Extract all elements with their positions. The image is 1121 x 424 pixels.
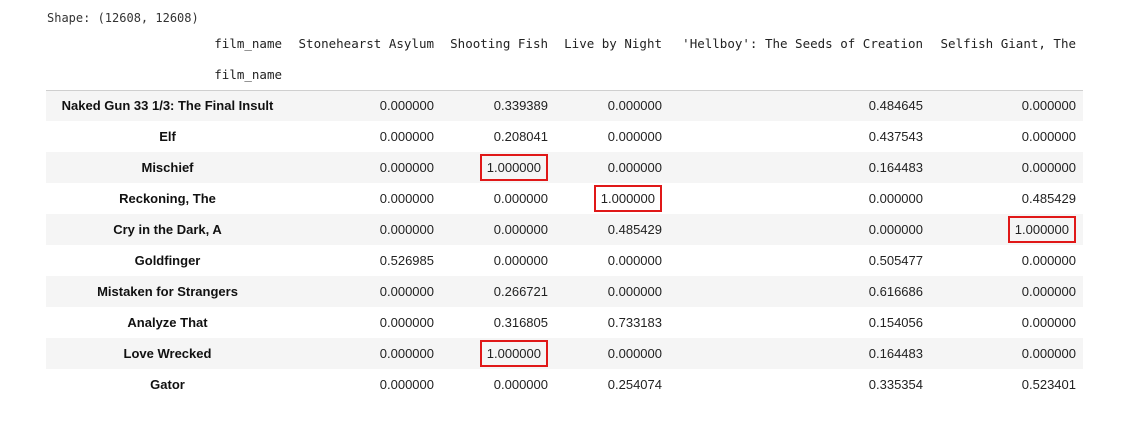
column-header: Stonehearst Asylum	[298, 36, 434, 51]
table-cell: 0.484645	[868, 98, 923, 114]
table-cell: 0.000000	[607, 346, 662, 361]
table-row: Love Wrecked 0.000000 1.000000 0.000000 0.16…	[46, 338, 1083, 369]
row-label: Cry in the Dark, A	[113, 222, 222, 237]
table-cell: 0.000000	[607, 98, 662, 114]
table-cell: 0.616686	[868, 284, 923, 299]
table-cell: 0.000000	[1021, 129, 1076, 144]
columns-index-name: film_name	[214, 36, 282, 51]
table-cell: 0.335354	[868, 377, 923, 392]
table-cell: 0.000000	[868, 191, 923, 206]
row-label: Naked Gun 33 1/3: The Final Insult	[61, 98, 274, 114]
highlighted-cell: 1.000000	[441, 338, 555, 369]
highlight-box: 1.000000	[1007, 216, 1076, 243]
table-cell: 0.000000	[379, 222, 434, 237]
table-cell: 0.000000	[607, 253, 662, 268]
table-cell: 0.485429	[1021, 191, 1076, 206]
table-row: Elf 0.000000 0.208041 0.000000 0.437543 0.000…	[46, 121, 1083, 152]
shape-output: Shape: (12608, 12608)	[47, 11, 199, 25]
table-cell: 0.000000	[1021, 253, 1076, 268]
similarity-dataframe: film_name Stonehearst Asylum Shooting Fi…	[46, 28, 1083, 400]
table-row: Mistaken for Strangers 0.000000 0.266721 0.…	[46, 276, 1083, 307]
table-cell: 0.000000	[379, 284, 434, 299]
row-label: Love Wrecked	[123, 346, 212, 361]
column-header: Selfish Giant, The	[940, 36, 1076, 51]
table-cell: 0.000000	[607, 129, 662, 144]
table-cell: 0.000000	[1021, 346, 1076, 361]
table-cell: 0.000000	[379, 129, 434, 144]
table-row: Naked Gun 33 1/3: The Final Insult 0.0000…	[46, 90, 1083, 121]
table-cell: 0.000000	[493, 222, 548, 237]
row-label: Mistaken for Strangers	[97, 284, 238, 299]
row-label: Elf	[159, 129, 176, 144]
table-row: Reckoning, The 0.000000 0.000000 1.000000 0.…	[46, 183, 1083, 214]
table-cell: 0.164483	[868, 346, 923, 361]
row-label: Analyze That	[127, 315, 208, 330]
column-header: Shooting Fish	[450, 36, 548, 51]
table-row: Mischief 0.000000 1.000000 0.000000 0.164483…	[46, 152, 1083, 183]
column-header: 'Hellboy': The Seeds of Creation	[682, 36, 923, 51]
highlighted-cell: 1.000000	[930, 214, 1083, 245]
table-row: Analyze That 0.000000 0.316805 0.733183 0.15…	[46, 307, 1083, 338]
highlight-box: 1.000000	[479, 340, 548, 367]
index-name-row: film_name	[46, 59, 1083, 91]
table-cell: 0.000000	[493, 377, 548, 392]
table-cell: 0.000000	[379, 377, 434, 392]
table-cell: 0.000000	[379, 98, 434, 114]
table-cell: 0.000000	[379, 346, 434, 361]
table-row: Cry in the Dark, A 0.000000 0.000000 0.4854…	[46, 214, 1083, 245]
table-cell: 0.000000	[1021, 98, 1076, 114]
row-label: Mischief	[141, 160, 194, 175]
table-body: Naked Gun 33 1/3: The Final Insult 0.0000…	[46, 90, 1083, 400]
table-cell: 0.154056	[868, 315, 923, 330]
table-cell: 0.000000	[493, 191, 548, 206]
table-row: Gator 0.000000 0.000000 0.254074 0.335354 0.5…	[46, 369, 1083, 400]
table-cell: 0.526985	[379, 253, 434, 268]
table-cell: 0.164483	[868, 160, 923, 175]
table-cell: 0.000000	[607, 284, 662, 299]
highlighted-cell: 1.000000	[441, 152, 555, 183]
table-cell: 0.254074	[607, 377, 662, 392]
table-cell: 0.000000	[379, 315, 434, 330]
table-cell: 0.266721	[493, 284, 548, 299]
row-label: Gator	[150, 377, 185, 392]
column-header-row: film_name Stonehearst Asylum Shooting Fi…	[46, 28, 1083, 59]
row-label: Reckoning, The	[119, 191, 216, 206]
table-cell: 0.000000	[1021, 284, 1076, 299]
highlight-box: 1.000000	[479, 154, 548, 181]
table-cell: 0.733183	[607, 315, 662, 330]
table-cell: 0.485429	[607, 222, 662, 237]
table-cell: 0.523401	[1021, 377, 1076, 392]
table-cell: 0.339389	[493, 98, 548, 114]
table-cell: 0.316805	[493, 315, 548, 330]
table-cell: 0.000000	[1021, 160, 1076, 175]
table-cell: 0.000000	[868, 222, 923, 237]
highlight-box: 1.000000	[593, 185, 662, 212]
highlighted-cell: 1.000000	[555, 183, 669, 214]
column-header: Live by Night	[564, 36, 662, 51]
row-label: Goldfinger	[134, 253, 201, 268]
table-cell: 0.000000	[607, 160, 662, 175]
table-cell: 0.505477	[868, 253, 923, 268]
table-cell: 0.000000	[1021, 315, 1076, 330]
table-cell: 0.208041	[493, 129, 548, 144]
rows-index-name: film_name	[46, 59, 289, 91]
table-cell: 0.000000	[379, 160, 434, 175]
table-row: Goldfinger 0.526985 0.000000 0.000000 0.5054…	[46, 245, 1083, 276]
table-cell: 0.437543	[868, 129, 923, 144]
table-header: film_name Stonehearst Asylum Shooting Fi…	[46, 28, 1083, 91]
table-cell: 0.000000	[379, 191, 434, 206]
table-cell: 0.000000	[493, 253, 548, 268]
